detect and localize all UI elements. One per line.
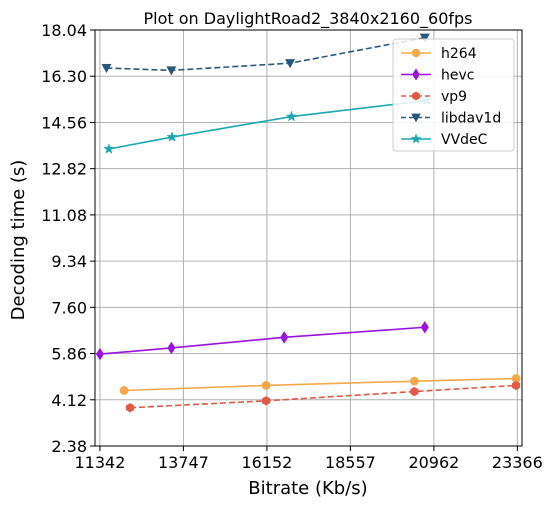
data-point-h264 — [119, 386, 129, 395]
data-point-libdav1d — [285, 59, 296, 69]
data-point-h264 — [261, 380, 271, 390]
series-line-h264 — [124, 377, 517, 392]
y-axis-label: Decoding time (s) — [8, 160, 29, 321]
series-hevc — [95, 320, 429, 361]
legend-label-hevc: hevc — [441, 68, 474, 84]
x-tick-label: 13747 — [158, 453, 209, 472]
y-tick-label: 14.56 — [41, 113, 87, 132]
x-tick-label: 11342 — [74, 453, 125, 472]
data-point-vp9 — [262, 396, 271, 406]
legend-label-vvdec: VVdeC — [441, 132, 488, 148]
series-line-libdav1d — [106, 36, 425, 72]
plot-frame — [94, 29, 523, 447]
series-vvdec — [103, 94, 433, 154]
data-point-hevc — [95, 347, 105, 361]
data-point-hevc — [167, 341, 176, 355]
legend-marker-hevc — [412, 68, 420, 81]
plot-area — [95, 33, 521, 413]
x-tick-label: 23366 — [492, 453, 543, 472]
legend-marker-h264 — [411, 48, 421, 58]
data-point-hevc — [420, 320, 429, 334]
y-tick-label: 5.86 — [51, 345, 87, 364]
data-point-vp9 — [410, 386, 419, 397]
data-point-vvdec — [285, 110, 298, 122]
y-tick-label: 7.60 — [51, 298, 87, 317]
y-tick-label: 4.12 — [51, 391, 87, 410]
legend-label-vp9: vp9 — [441, 89, 467, 105]
series-libdav1d — [101, 33, 430, 76]
series-vp9 — [125, 380, 521, 413]
data-point-h264 — [409, 376, 419, 386]
data-point-libdav1d — [166, 66, 177, 76]
y-tick-label: 18.04 — [41, 21, 87, 40]
y-tick-label: 9.34 — [51, 252, 87, 271]
y-tick-label: 16.30 — [41, 67, 87, 86]
data-point-vp9 — [125, 403, 135, 413]
x-axis-label: Bitrate (Kb/s) — [248, 478, 367, 499]
chart-title: Plot on DaylightRoad2_3840x2160_60fps — [143, 9, 472, 29]
legend-marker-vvdec — [410, 133, 422, 144]
y-tick-label: 2.38 — [51, 437, 87, 456]
series-h264 — [119, 374, 521, 395]
legend-box — [392, 38, 515, 152]
series-line-vp9 — [130, 384, 517, 409]
x-tick-label: 18557 — [325, 453, 376, 472]
x-tick-label: 16152 — [241, 453, 292, 472]
data-point-vp9 — [512, 380, 521, 391]
data-point-vvdec — [166, 131, 178, 142]
legend-marker-libdav1d — [411, 113, 421, 123]
y-tick-label: 11.08 — [41, 206, 87, 225]
series-line-hevc — [99, 326, 425, 355]
y-tick-label: 12.82 — [41, 160, 87, 179]
legend-marker-vp9 — [412, 91, 420, 101]
legend-label-libdav1d: libdav1d — [441, 111, 501, 127]
data-point-vvdec — [103, 142, 115, 154]
data-point-libdav1d — [419, 33, 430, 43]
x-tick-label: 20962 — [408, 453, 459, 472]
data-point-libdav1d — [101, 63, 112, 74]
series-line-vvdec — [108, 99, 427, 150]
legend-label-h264: h264 — [441, 46, 477, 62]
data-point-hevc — [280, 331, 289, 344]
legend: h264 hevc vp9 libdav1d VVdeC — [392, 38, 515, 152]
